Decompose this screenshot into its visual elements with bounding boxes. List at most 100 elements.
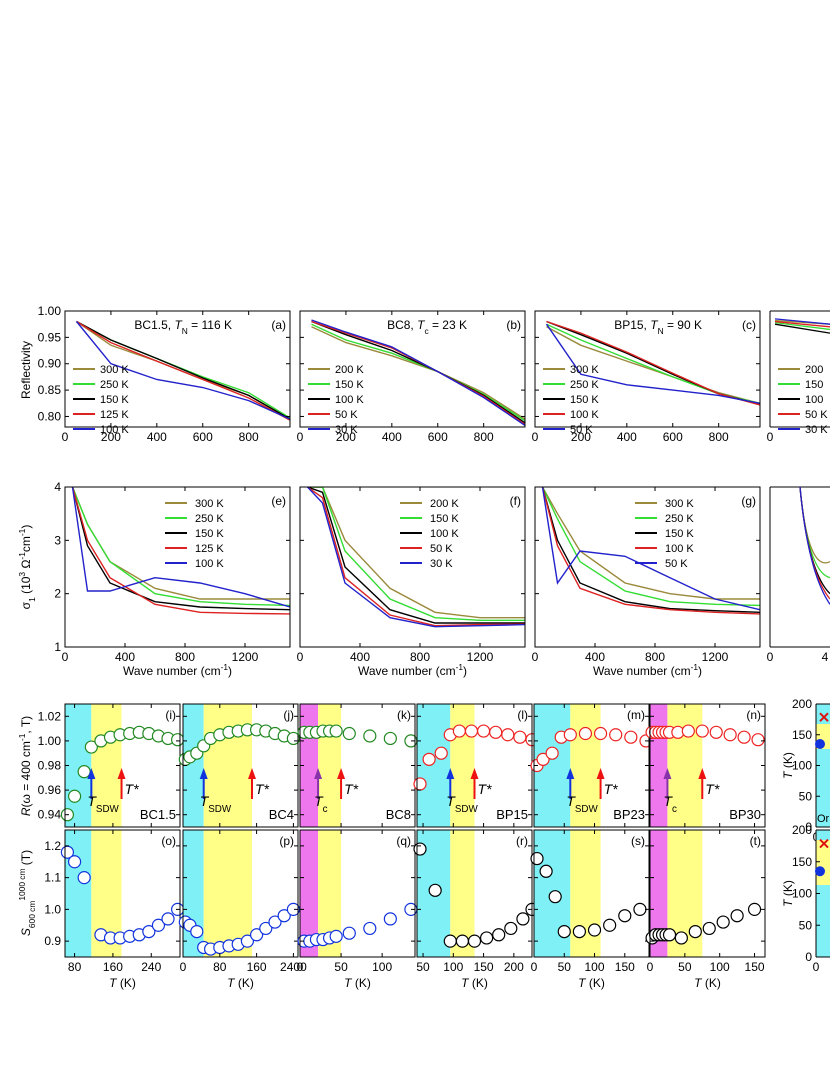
x-tick-label: 800 — [709, 430, 729, 444]
x-tick-label: 1200 — [467, 650, 494, 664]
text-part: 2 — [54, 587, 61, 601]
text-part: Wave number (cm — [358, 664, 456, 678]
y-tick-label: 4 — [54, 480, 61, 494]
x-tick-label: 100 — [710, 960, 730, 974]
arrow-head — [117, 768, 126, 779]
plot-frame — [64, 486, 291, 648]
series-line — [76, 320, 290, 420]
series-line — [307, 487, 525, 627]
legend-label: 100 K — [430, 528, 459, 540]
x-tick-label: 400 — [585, 650, 605, 664]
text-part: (k) — [397, 708, 411, 722]
legend-label: 250 K — [100, 379, 129, 391]
series-line — [774, 320, 830, 328]
text-part: T* — [125, 781, 140, 797]
plot-frame — [182, 703, 299, 828]
x-tick-label: 800 — [645, 650, 665, 664]
x-tick-label: 50 — [678, 960, 692, 974]
series-line — [311, 320, 525, 424]
text-part: 1.00 — [38, 734, 62, 748]
x-tick-label: 400 — [350, 650, 370, 664]
text-part: BP30 — [729, 807, 761, 822]
phase-region-label: Or — [817, 813, 830, 825]
x-tick-label: 0 — [767, 650, 774, 664]
data-point — [480, 931, 494, 945]
text-part: 50 — [799, 789, 813, 803]
text-part: (e) — [271, 494, 286, 508]
phase-band — [570, 704, 601, 827]
text-part: 800 — [175, 650, 195, 664]
data-point — [539, 864, 553, 878]
text-part: (K) — [352, 976, 371, 990]
conductivity-panel-g: 0 400 800 1200 (g) Wave number (cm-1) 300 K 250… — [532, 486, 761, 678]
text-part: BP15, — [614, 318, 650, 332]
text-part: 250 K — [100, 379, 129, 391]
x-tick-label: 0 — [297, 430, 304, 444]
text-part: 4 — [822, 650, 829, 664]
text-part: = 116 K — [188, 318, 232, 332]
x-tick-label: 0 — [647, 960, 654, 974]
text-part: (K) — [469, 976, 488, 990]
text-part: T — [461, 976, 470, 990]
text-part: 100 — [805, 394, 823, 406]
x-tick-label: 100 — [585, 960, 605, 974]
text-part: T* — [255, 781, 270, 797]
conductivity-panel-f: 0 400 800 1200 (f) Wave number (cm-1) 200 K 150… — [297, 486, 526, 678]
plot-frame — [299, 486, 526, 648]
text-part: 200 — [805, 364, 823, 376]
data-point — [434, 746, 448, 760]
y-tick-label: 100 — [792, 887, 812, 901]
x-tick-label: 0 — [531, 960, 538, 974]
sample-name: BC1.5 — [140, 807, 176, 822]
x-tick-label: 0 — [532, 430, 539, 444]
data-point — [751, 733, 765, 747]
data-point — [67, 789, 82, 803]
legend-label: 150 K — [665, 528, 694, 540]
text-part: (K) — [702, 976, 721, 990]
panel-letter: (t) — [750, 834, 761, 848]
data-point — [530, 851, 544, 866]
transition-label: T* — [604, 781, 619, 797]
text-part: 600 — [663, 430, 683, 444]
R-panel-i: TSDW T* (i) BC1.5 1.02 1.00 0.98 0.96 0.94 — [38, 703, 185, 828]
data-point — [618, 909, 632, 923]
x-tick-label: 50 — [334, 960, 348, 974]
text-part: T — [566, 793, 576, 809]
series-line — [774, 323, 830, 334]
text-part: 300 K — [665, 498, 694, 510]
y-tick-label: 200 — [792, 823, 812, 837]
y-tick-label: 0.9 — [44, 934, 61, 948]
legend-label: 50 K — [570, 424, 593, 436]
text-part: 100 — [792, 759, 812, 773]
legend-label: 50 K — [430, 543, 453, 555]
text-part: (10 — [19, 576, 33, 597]
text-part: (ω = 400 cm — [19, 741, 33, 807]
data-point — [730, 909, 744, 923]
text-part: (n) — [746, 708, 761, 722]
legend-label: 100 — [805, 394, 823, 406]
data-point — [84, 740, 98, 754]
text-part: BC8 — [386, 807, 411, 822]
text-part: T — [174, 318, 183, 332]
text-part: (m) — [627, 708, 645, 722]
series-line — [307, 487, 525, 621]
phase-band — [91, 704, 122, 827]
arrow-head — [446, 768, 455, 779]
x-axis-title: T (K) — [694, 976, 721, 990]
text-part: 200 — [336, 430, 356, 444]
data-point — [563, 728, 577, 742]
data-point — [467, 934, 482, 948]
transition-label: T* — [255, 781, 270, 797]
panel-letter: (s) — [631, 834, 645, 848]
R-panel-n: Tc T* (n) BP30 — [645, 703, 766, 828]
reflectivity-row: 0 200 400 600 800 1.00 0.95 0.90 0.85 0.80 BC1.5, … — [19, 304, 830, 444]
text-part: SDW — [208, 804, 232, 815]
text-part: SDW — [575, 804, 599, 815]
text-part: 100 K — [100, 424, 129, 436]
y-tick-label: 200 — [792, 697, 812, 711]
text-part: (r) — [516, 834, 528, 848]
x-tick-label: 100 — [443, 960, 463, 974]
